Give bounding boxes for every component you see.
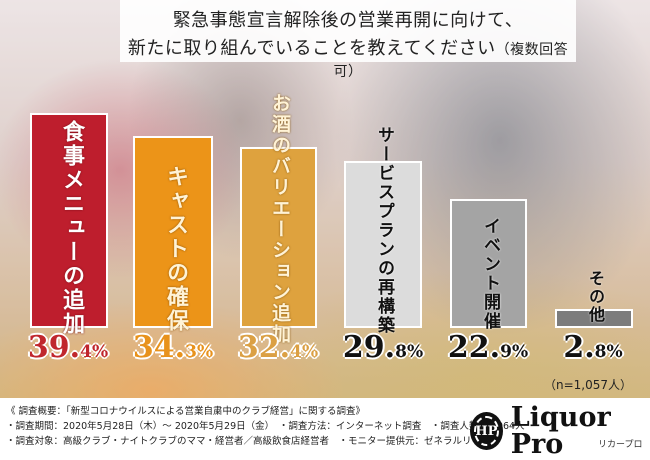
- pct-dec: 9%: [500, 342, 529, 362]
- pct-dec: 8%: [594, 342, 623, 362]
- bar-service-plan: [344, 161, 422, 328]
- title-note: （複数回答可）: [333, 42, 569, 80]
- pct-service-plan: 29.8%: [333, 330, 433, 365]
- bar-liquor-variation: [240, 147, 317, 328]
- bar-other: [555, 309, 633, 328]
- bar-event: [450, 199, 527, 328]
- pct-liquor-variation: 32.4%: [228, 330, 328, 365]
- bar-label-service-plan: サービスプランの再構築: [374, 126, 394, 335]
- pct-dec: 3%: [185, 342, 214, 362]
- survey-period-method: ・調査期間：2020年5月28日（木）～ 2020年5月29日（金） ・調査方法…: [6, 421, 525, 432]
- bar-label-other: その他: [586, 270, 605, 324]
- bar-food-menu: [30, 113, 108, 328]
- pct-other: 2.8%: [543, 330, 643, 365]
- pct-dec: 4%: [80, 342, 109, 362]
- pct-dec: 8%: [395, 342, 424, 362]
- pct-int: 34.: [132, 330, 186, 365]
- footer: 《 調査概要：「新型コロナウイルスによる営業自粛中のクラブ経営」に関する調査》 …: [0, 398, 650, 450]
- sample-size: （n=1,057人）: [543, 378, 632, 392]
- liquor-pro-logo: HP Liquor Pro: [470, 404, 650, 458]
- bar-label-liquor-variation: お酒のバリエーション追加: [269, 93, 291, 345]
- bar-label-food-menu: 食事メニューの追加: [59, 120, 84, 336]
- pct-int: 39.: [27, 330, 81, 365]
- background-photo: [0, 0, 650, 398]
- survey-target-provider: ・調査対象：高級クラブ・ナイトクラブのママ・経営者／高級飲食店経営者 ・モニター…: [6, 436, 501, 447]
- pct-int: 22.: [447, 330, 501, 365]
- chart-title: 緊急事態宣言解除後の営業再開に向けて、 新たに取り組んでいることを教えてください…: [120, 0, 576, 80]
- logo-emblem-icon: HP: [470, 412, 503, 450]
- pct-event: 22.9%: [438, 330, 538, 365]
- title-line-2-text: 新たに取り組んでいることを教えてください: [127, 38, 496, 59]
- pct-int: 2.: [563, 330, 595, 365]
- survey-summary: 《 調査概要：「新型コロナウイルスによる営業自粛中のクラブ経営」に関する調査》: [6, 406, 365, 417]
- pct-cast: 34.3%: [123, 330, 223, 365]
- pct-food-menu: 39.4%: [18, 330, 118, 365]
- logo-name: Liquor Pro: [510, 402, 611, 460]
- bar-label-cast: キャストの確保: [163, 165, 188, 333]
- bar-cast: [133, 136, 213, 328]
- title-line-1: 緊急事態宣言解除後の営業再開に向けて、: [172, 10, 524, 31]
- bar-label-event: イベント開催: [480, 217, 500, 331]
- pct-int: 32.: [237, 330, 291, 365]
- pct-dec: 4%: [290, 342, 319, 362]
- title-line-2: 新たに取り組んでいることを教えてください（複数回答可）: [120, 34, 576, 81]
- logo-subtitle: リカープロ: [598, 440, 643, 450]
- pct-int: 29.: [342, 330, 396, 365]
